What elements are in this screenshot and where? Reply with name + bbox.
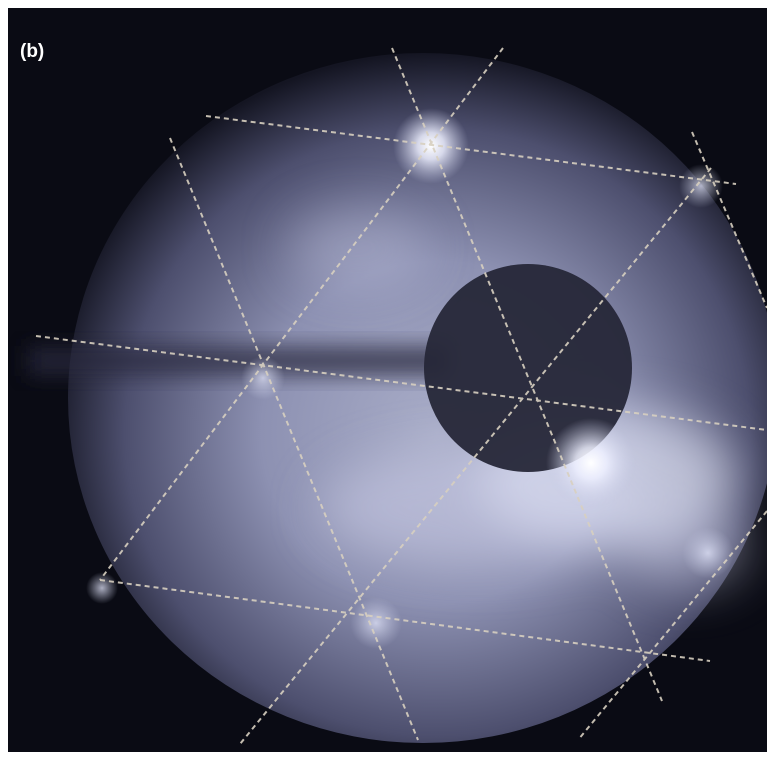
diffraction-image: (b) <box>8 8 767 752</box>
lattice-lines <box>35 47 767 745</box>
lattice-line <box>35 335 767 431</box>
diffraction-spots <box>86 108 734 649</box>
panel-label: (b) <box>20 41 45 62</box>
lattice-line <box>169 137 419 741</box>
lattice-line <box>205 115 737 185</box>
lattice-line <box>99 47 504 581</box>
diffraction-pattern-scene <box>28 47 767 745</box>
phosphor-screen <box>68 53 767 743</box>
lattice-line <box>391 47 663 702</box>
lattice-line <box>691 131 767 309</box>
lattice-line <box>99 579 711 662</box>
lattice-line <box>577 510 767 741</box>
lattice-line <box>239 167 712 745</box>
